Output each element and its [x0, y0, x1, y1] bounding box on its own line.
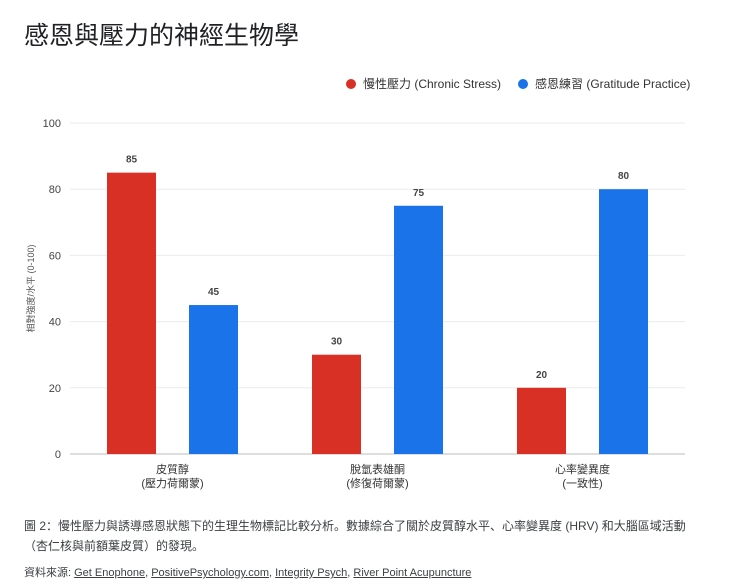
y-tick-label: 100	[43, 118, 61, 130]
bar	[394, 205, 443, 454]
x-tick-label: 皮質醇	[156, 462, 189, 476]
sources-label: 資料來源:	[24, 567, 72, 579]
source-link[interactable]: River Point Acupuncture	[353, 567, 472, 579]
x-tick-label: (一致性)	[562, 476, 602, 490]
x-tick-label: (修復荷爾蒙)	[346, 476, 408, 490]
data-label: 80	[618, 171, 630, 182]
bar	[517, 387, 566, 454]
bar	[599, 189, 648, 454]
bar	[189, 305, 238, 454]
bar-chart: 0 20 40 60 80 100 相對強度/水平 (0-100) 85 45 皮質醇(壓力荷爾蒙…	[25, 76, 690, 490]
source-link[interactable]: Get Enophone	[74, 567, 146, 579]
source-link[interactable]: Integrity Psych	[275, 567, 348, 579]
x-tick-label: 心率變異度	[555, 462, 610, 476]
legend-label: 慢性壓力 (Chronic Stress)	[363, 77, 501, 91]
data-label: 45	[208, 287, 220, 298]
y-tick-label: 40	[49, 317, 61, 329]
y-tick-label: 0	[55, 449, 61, 461]
y-tick-label: 20	[49, 383, 61, 395]
x-tick-label: 脫氫表雄酮	[350, 462, 405, 476]
page-title: 感恩與壓力的神經生物學	[24, 22, 300, 50]
bar	[312, 354, 361, 454]
legend-marker	[346, 79, 356, 89]
x-tick-label: (壓力荷爾蒙)	[141, 477, 203, 490]
y-axis-label: 相對強度/水平 (0-100)	[25, 244, 36, 332]
legend-marker	[518, 79, 528, 89]
sources-line: 資料來源: Get Enophone, PositivePsychology.c…	[24, 567, 472, 579]
data-label: 20	[536, 370, 548, 381]
y-tick-label: 80	[49, 184, 61, 196]
legend-label: 感恩練習 (Gratitude Practice)	[535, 76, 690, 91]
y-tick-label: 60	[49, 250, 61, 262]
source-link[interactable]: PositivePsychology.com	[151, 567, 269, 579]
figure-caption: 圖 2：慢性壓力與誘導感恩狀態下的生理生物標記比較分析。數據綜合了關於皮質醇水平…	[24, 519, 686, 553]
data-label: 75	[413, 188, 425, 199]
data-label: 85	[126, 155, 138, 166]
bar	[107, 172, 156, 454]
data-label: 30	[331, 337, 343, 348]
